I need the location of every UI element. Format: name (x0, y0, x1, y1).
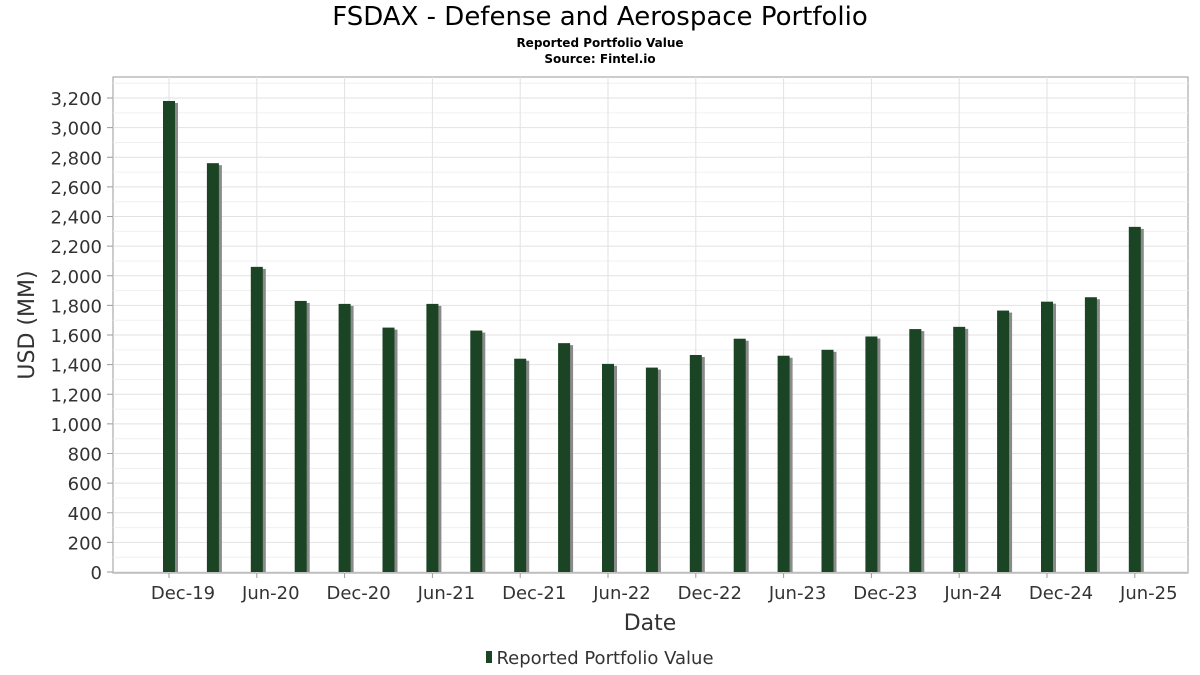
x-tick-label: Dec-24 (1029, 583, 1093, 604)
legend: Reported Portfolio Value (0, 648, 1200, 669)
bar (689, 354, 702, 572)
y-tick-label: 800 (68, 445, 102, 466)
x-tick-label: Dec-22 (678, 583, 742, 604)
legend-label: Reported Portfolio Value (496, 648, 714, 669)
bar (163, 100, 175, 573)
y-axis-ticks: 0 200 400 600 800 1,000 1,200 1,400 1,600 1,800 2,… (50, 89, 113, 584)
y-tick-label: 1,400 (50, 356, 102, 377)
bar (558, 343, 571, 572)
y-tick-label: 2,400 (50, 208, 102, 229)
y-tick-label: 1,200 (50, 385, 102, 406)
y-tick-label: 2,800 (50, 148, 102, 169)
chart-title: FSDAX - Defense and Aerospace Portfolio (332, 2, 868, 32)
bar (382, 327, 395, 572)
y-tick-label: 2,200 (50, 237, 102, 258)
x-tick-label: Dec-23 (853, 583, 917, 604)
bar (426, 303, 439, 572)
x-axis-ticks: Dec-19 Jun-20 Dec-20 Jun-21 Dec-21 Jun-22 Dec-… (151, 573, 1178, 604)
bar (206, 163, 219, 573)
y-tick-label: 3,200 (50, 89, 102, 110)
bar (733, 338, 746, 572)
bar (909, 329, 922, 572)
bar (997, 310, 1010, 572)
y-tick-label: 600 (68, 474, 102, 495)
bar (865, 336, 878, 572)
x-axis-title: Date (624, 611, 677, 636)
legend-swatch (486, 651, 493, 663)
y-tick-label: 2,000 (50, 267, 102, 288)
bar (250, 266, 263, 572)
bar (777, 355, 790, 572)
y-tick-label: 1,600 (50, 326, 102, 347)
bar (1128, 226, 1141, 572)
bar (645, 367, 658, 572)
y-tick-label: 2,600 (50, 178, 102, 199)
x-tick-label: Jun-22 (592, 583, 651, 604)
bar (602, 363, 614, 572)
bar (514, 358, 527, 572)
y-tick-label: 3,000 (50, 119, 102, 140)
bar (338, 303, 351, 572)
y-tick-label: 0 (91, 563, 102, 584)
bar (470, 330, 483, 572)
x-tick-label: Dec-19 (151, 583, 215, 604)
bar (821, 349, 834, 572)
y-tick-label: 400 (68, 504, 102, 525)
x-tick-label: Dec-20 (326, 583, 390, 604)
bar (953, 326, 966, 572)
x-tick-label: Jun-24 (943, 583, 1002, 604)
bar (1041, 301, 1053, 572)
x-tick-label: Dec-21 (502, 583, 566, 604)
chart-source: Source: Fintel.io (544, 52, 656, 66)
x-tick-label: Jun-23 (768, 583, 827, 604)
bar (1084, 297, 1097, 572)
y-tick-label: 200 (68, 533, 102, 554)
x-tick-label: Jun-20 (241, 583, 300, 604)
x-tick-label: Jun-25 (1119, 583, 1178, 604)
bar (294, 300, 307, 572)
y-tick-label: 1,000 (50, 415, 102, 436)
bars (163, 100, 1144, 573)
y-axis-title: USD (MM) (15, 270, 40, 379)
y-tick-label: 1,800 (50, 296, 102, 317)
x-tick-label: Jun-21 (417, 583, 476, 604)
chart-subtitle: Reported Portfolio Value (516, 36, 684, 50)
